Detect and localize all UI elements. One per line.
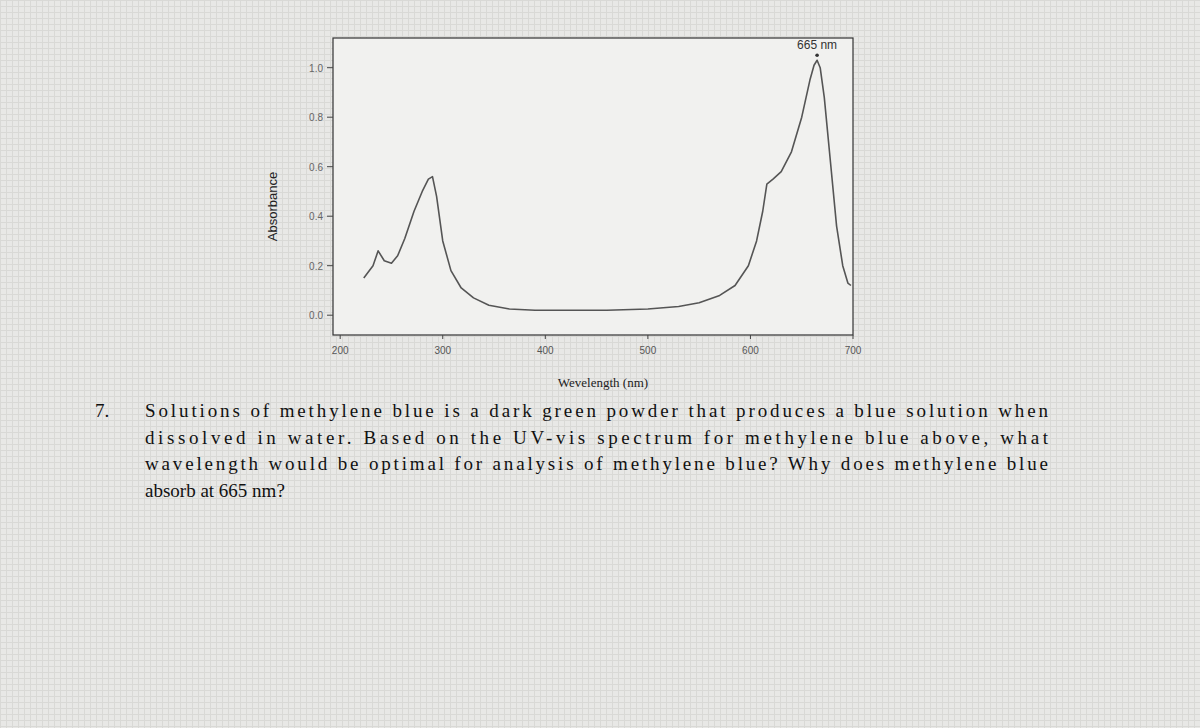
y-tick-label: 0.0 xyxy=(309,310,323,321)
x-tick-label: 300 xyxy=(434,345,451,356)
y-tick-label: 0.8 xyxy=(309,112,323,123)
annotation: 665 nm xyxy=(797,38,837,52)
y-tick xyxy=(327,166,333,167)
x-tick xyxy=(340,335,341,339)
page: 0.0 0.2 0.4 0.6 0.8 1.0 200 300 400 500 600 700 Weve… xyxy=(0,0,1200,728)
question-line: dissolved in water. Based on the UV-vis … xyxy=(145,427,1049,448)
x-tick xyxy=(442,335,443,339)
y-tick-label: 1.0 xyxy=(309,63,323,74)
y-tick-label: 0.6 xyxy=(309,162,323,173)
plot-frame xyxy=(333,38,853,335)
y-tick-label: 0.4 xyxy=(309,211,323,222)
question-line: Solutions of methylene blue is a dark gr… xyxy=(145,400,1048,421)
plot-area xyxy=(364,60,851,310)
x-tick xyxy=(853,335,854,339)
x-tick xyxy=(750,335,751,339)
x-tick-label: 700 xyxy=(845,345,862,356)
question-line: wavelength would be optimal for analysis… xyxy=(145,453,1048,474)
y-tick xyxy=(327,315,333,316)
y-axis-label: Absorbance xyxy=(265,172,280,241)
x-tick-label: 600 xyxy=(742,345,759,356)
question-line: absorb at 665 nm? xyxy=(145,480,285,501)
x-tick-label: 200 xyxy=(332,345,349,356)
y-tick xyxy=(327,67,333,68)
x-tick-label: 500 xyxy=(640,345,657,356)
y-tick-label: 0.2 xyxy=(309,261,323,272)
question-number: 7. xyxy=(95,400,109,421)
y-tick xyxy=(327,216,333,217)
y-tick xyxy=(327,265,333,266)
x-tick xyxy=(545,335,546,339)
annotation-dot xyxy=(815,53,819,57)
x-tick-label: 400 xyxy=(537,345,554,356)
x-tick xyxy=(647,335,648,339)
spectrum-line xyxy=(364,60,851,310)
x-axis-label: Wevelength (nm) xyxy=(558,375,648,390)
background xyxy=(0,0,1200,728)
y-tick xyxy=(327,117,333,118)
